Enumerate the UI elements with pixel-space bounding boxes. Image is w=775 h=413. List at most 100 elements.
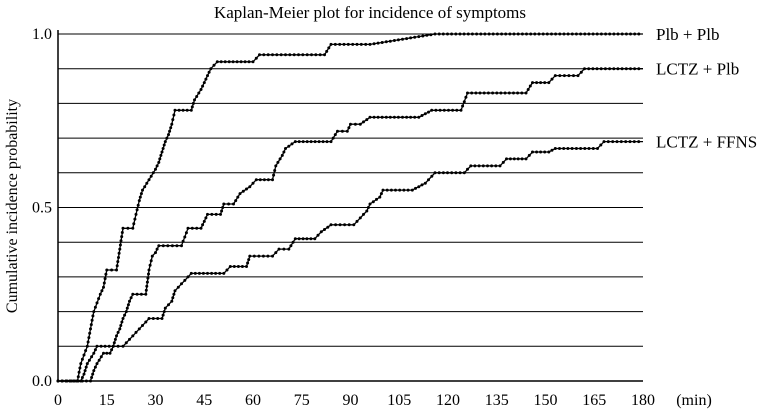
data-point — [637, 32, 641, 36]
data-point — [413, 35, 417, 39]
data-point — [421, 34, 425, 38]
data-point — [437, 32, 441, 36]
data-point — [115, 334, 118, 338]
data-point — [93, 305, 97, 309]
data-point — [543, 150, 547, 154]
data-point — [247, 258, 251, 262]
data-point — [495, 91, 499, 95]
data-point — [297, 53, 300, 57]
data-point — [483, 32, 487, 36]
data-point — [147, 317, 151, 320]
data-point — [388, 115, 392, 119]
data-point — [222, 202, 226, 206]
data-point — [316, 233, 320, 237]
data-point — [539, 150, 543, 154]
data-point — [362, 120, 365, 124]
data-point — [159, 153, 163, 157]
data-point — [111, 344, 115, 348]
data-point — [364, 42, 368, 46]
data-point — [177, 108, 181, 112]
data-point — [458, 171, 462, 175]
data-point — [462, 100, 466, 104]
data-point — [116, 344, 120, 348]
data-point — [219, 212, 222, 216]
data-point — [201, 84, 205, 88]
data-point — [461, 104, 465, 108]
data-point — [287, 144, 291, 148]
data-point — [170, 299, 174, 303]
data-point — [406, 188, 410, 192]
data-point — [232, 265, 236, 268]
data-point — [624, 140, 628, 144]
data-point — [612, 32, 616, 36]
data-point — [305, 53, 309, 57]
data-point — [202, 219, 206, 223]
y-tick-label: 0.5 — [32, 200, 52, 217]
data-point — [120, 235, 124, 239]
data-point — [291, 240, 295, 244]
data-point — [193, 271, 197, 275]
data-point — [591, 67, 595, 71]
data-point — [133, 217, 137, 221]
data-point — [417, 35, 421, 39]
data-point — [112, 341, 116, 345]
data-point — [170, 244, 174, 248]
series-label: LCTZ + FFNS — [656, 133, 757, 152]
data-point — [543, 81, 547, 85]
data-point — [520, 157, 524, 161]
data-point — [252, 254, 256, 258]
data-point — [533, 32, 537, 36]
data-point — [158, 157, 162, 161]
x-tick-label: 90 — [343, 392, 359, 409]
data-point — [214, 271, 218, 275]
data-point — [396, 115, 400, 119]
data-point — [120, 320, 124, 324]
data-point — [526, 88, 530, 91]
data-point — [245, 187, 248, 191]
data-point — [430, 108, 434, 112]
data-point — [123, 313, 127, 317]
series-2 — [56, 140, 643, 383]
data-point — [494, 164, 498, 168]
data-point — [234, 199, 238, 203]
data-point — [539, 81, 543, 85]
data-point — [633, 32, 637, 36]
data-point — [423, 112, 427, 116]
data-point — [512, 91, 515, 95]
data-point — [338, 42, 342, 46]
y-tick-label: 1.0 — [32, 26, 52, 43]
data-point — [410, 188, 414, 192]
data-point — [137, 199, 141, 203]
data-point — [470, 91, 474, 95]
data-point — [121, 226, 125, 230]
data-point — [329, 42, 333, 46]
data-point — [353, 122, 357, 126]
data-point — [599, 143, 603, 147]
data-point — [430, 174, 434, 178]
data-point — [95, 301, 99, 305]
data-point — [587, 67, 591, 71]
data-point — [384, 40, 388, 44]
data-point — [163, 306, 167, 310]
data-point — [475, 32, 479, 36]
data-point — [139, 292, 143, 296]
data-point — [579, 147, 583, 150]
data-point — [499, 91, 503, 95]
data-point — [504, 32, 508, 36]
data-point — [100, 289, 104, 293]
data-point — [145, 280, 149, 284]
data-point — [427, 178, 430, 182]
data-point — [587, 32, 591, 36]
x-tick-label: 165 — [582, 392, 606, 409]
data-point — [293, 140, 297, 144]
data-point — [225, 268, 229, 272]
data-point — [620, 67, 624, 71]
data-point — [169, 126, 173, 130]
data-point — [92, 369, 96, 373]
data-point — [413, 115, 417, 119]
data-point — [171, 118, 175, 122]
data-point — [134, 212, 138, 216]
data-point — [535, 150, 539, 154]
data-point — [274, 164, 278, 168]
data-point — [372, 115, 376, 119]
